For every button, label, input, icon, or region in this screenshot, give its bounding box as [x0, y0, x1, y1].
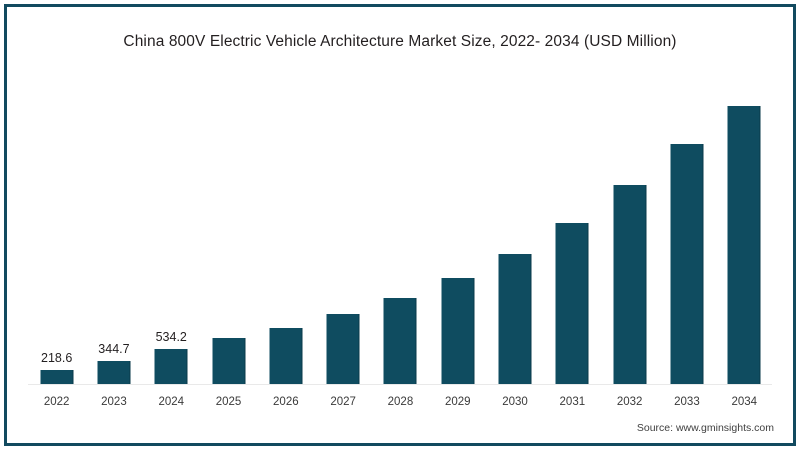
bar[interactable]: [441, 278, 475, 384]
x-axis-tick-label: 2023: [101, 396, 127, 408]
bar[interactable]: [154, 348, 188, 384]
bar-group: 2033: [658, 0, 715, 450]
bar-group: 344.7 2023: [85, 0, 142, 450]
x-axis-tick-label: 2025: [215, 396, 242, 408]
bar-group: 2029: [429, 0, 486, 450]
bar-value-label: 534.2: [155, 329, 187, 344]
x-axis-tick-label: 2026: [273, 396, 299, 408]
bar-group: 2028: [372, 0, 429, 450]
bar-group: 2034: [716, 0, 773, 450]
x-axis-tick-label: 2029: [444, 396, 471, 408]
bar-group: 218.6 2022: [28, 0, 85, 450]
x-axis-tick-label: 2034: [731, 396, 758, 408]
x-axis-tick-label: 2033: [674, 396, 700, 408]
bar[interactable]: [40, 369, 74, 384]
bar-group: 2030: [486, 0, 543, 450]
bar-value-label: 344.7: [98, 342, 130, 357]
chart-title: China 800V Electric Vehicle Architecture…: [123, 33, 677, 50]
bar[interactable]: [326, 314, 360, 384]
x-axis-tick-label: 2022: [43, 396, 70, 408]
bar[interactable]: [613, 184, 647, 384]
x-axis-tick-label: 2031: [559, 396, 586, 408]
x-axis-line: [28, 384, 772, 385]
bar[interactable]: [555, 223, 589, 384]
x-axis-tick-label: 2028: [387, 396, 414, 408]
x-axis-tick-label: 2030: [502, 396, 528, 408]
bar[interactable]: [498, 253, 532, 384]
bar-group: 2031: [544, 0, 601, 450]
bar[interactable]: [727, 105, 761, 384]
bar[interactable]: [212, 338, 246, 384]
bar[interactable]: [269, 327, 303, 384]
bar-group: 534.2 2024: [143, 0, 200, 450]
bar-value-label: 218.6: [41, 350, 73, 365]
bar-group: 2032: [601, 0, 658, 450]
bar[interactable]: [97, 361, 131, 384]
bar-group: 2025: [200, 0, 257, 450]
x-axis-tick-label: 2032: [616, 396, 643, 408]
x-axis-tick-label: 2027: [330, 396, 356, 408]
bar[interactable]: [383, 298, 417, 384]
bar[interactable]: [670, 144, 704, 384]
source-attribution: Source: www.gminsights.com: [636, 422, 774, 434]
bar-group: 2027: [315, 0, 372, 450]
bar-group: 2026: [257, 0, 314, 450]
x-axis-tick-label: 2024: [158, 396, 185, 408]
